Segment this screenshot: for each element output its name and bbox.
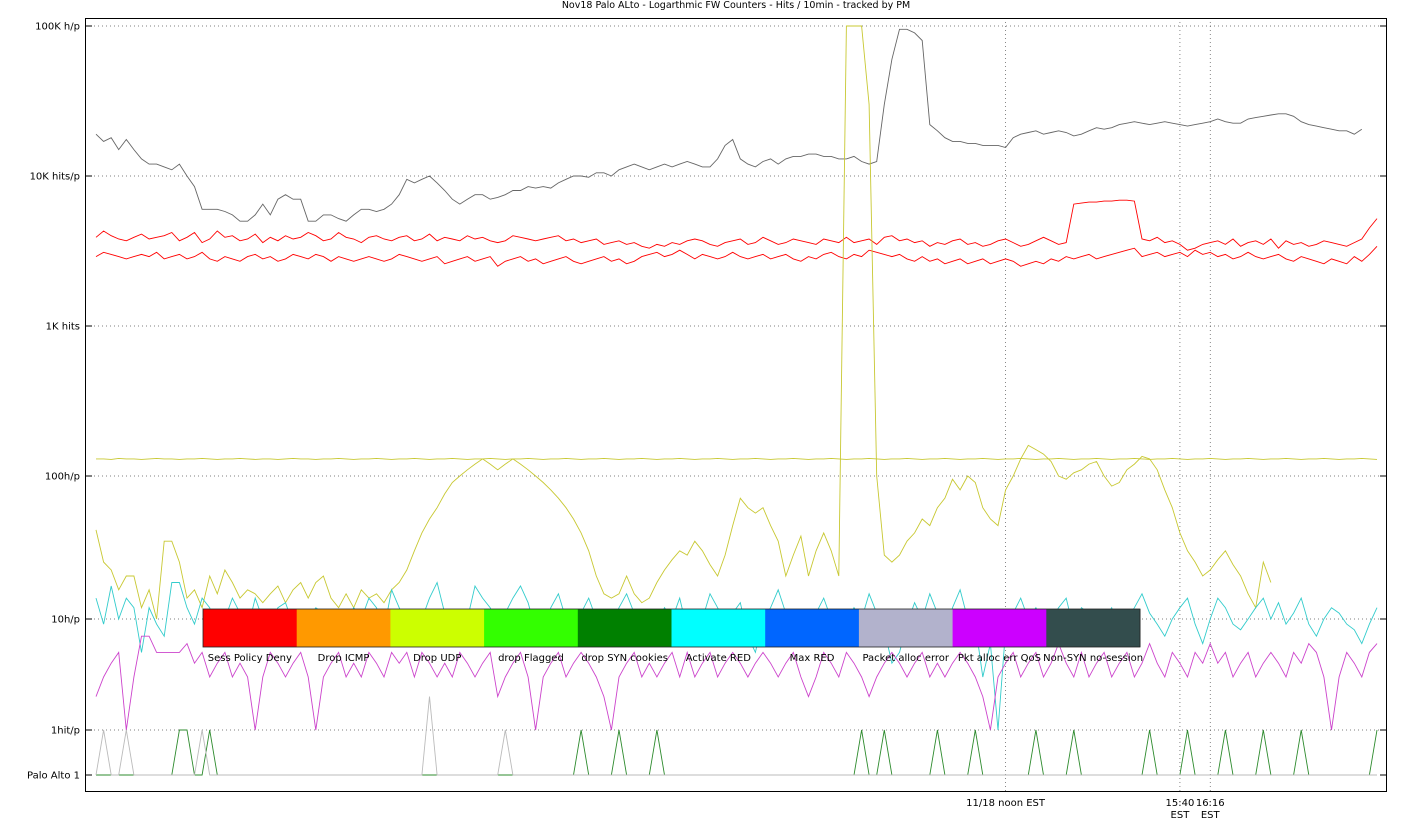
- legend-label: Drop ICMP: [318, 653, 370, 664]
- y-tick-label: 10h/p: [51, 615, 80, 626]
- y-tick-label: Palo Alto 1: [27, 771, 80, 782]
- legend-label: Activate RED: [686, 653, 751, 664]
- x-tick-label: 11/18 noon EST: [966, 798, 1046, 809]
- legend-label: drop Flagged: [498, 653, 564, 664]
- legend-swatch: [858, 609, 954, 647]
- series-line-4: [95, 25, 1272, 620]
- legend: Sess Policy Deny Drop ICMP Drop UDP drop Fl…: [202, 608, 1143, 664]
- series-line-1: [95, 199, 1378, 251]
- chart-title: Nov18 Palo ALto - Logarthmic FW Counters…: [562, 0, 910, 11]
- legend-swatch: [203, 609, 298, 647]
- legend-swatch: [952, 609, 1047, 647]
- legend-swatch: [1046, 609, 1141, 647]
- x-tick-label: 15:40: [1166, 798, 1195, 809]
- legend-swatch: [765, 609, 860, 647]
- legend-label: Packet alloc error: [862, 653, 949, 664]
- legend-label: Drop UDP: [413, 653, 461, 664]
- series-line-0: [95, 28, 1363, 222]
- y-tick-label: 100K h/p: [35, 22, 80, 33]
- legend-swatch: [296, 609, 391, 647]
- legend-swatch: [577, 609, 672, 647]
- series-line-2: [95, 245, 1378, 267]
- axes: 100K h/p 10K hits/p 1K hits 100h/p 10h/p 1hit…: [27, 22, 1386, 821]
- series-line-3: [96, 457, 1378, 460]
- legend-border: [202, 608, 1141, 648]
- y-tick-label: 1hit/p: [51, 726, 80, 737]
- x-tick-sublabel: EST: [1171, 810, 1191, 821]
- series-line-8: [95, 696, 1377, 776]
- grid: [86, 18, 1386, 791]
- legend-label: Sess Policy Deny: [208, 653, 292, 664]
- y-tick-label: 100h/p: [45, 472, 80, 483]
- series-line-6: [95, 635, 1378, 731]
- legend-label: drop SYN cookies: [581, 653, 668, 664]
- x-tick-sublabel: EST: [1201, 810, 1221, 821]
- y-tick-label: 1K hits: [46, 322, 80, 333]
- series-line-7: [96, 729, 1378, 776]
- legend-swatch: [390, 609, 485, 647]
- plot-frame: [85, 18, 1387, 792]
- legend-label: Pkt alloc err QoS: [958, 653, 1041, 664]
- legend-label: Max RED: [790, 653, 835, 664]
- legend-label: Non-SYN no-session: [1043, 653, 1143, 664]
- series-layer: [95, 25, 1378, 776]
- legend-swatch: [671, 609, 766, 647]
- y-tick-label: 10K hits/p: [30, 172, 80, 183]
- x-tick-label: 16:16: [1196, 798, 1225, 809]
- legend-swatch: [484, 609, 579, 647]
